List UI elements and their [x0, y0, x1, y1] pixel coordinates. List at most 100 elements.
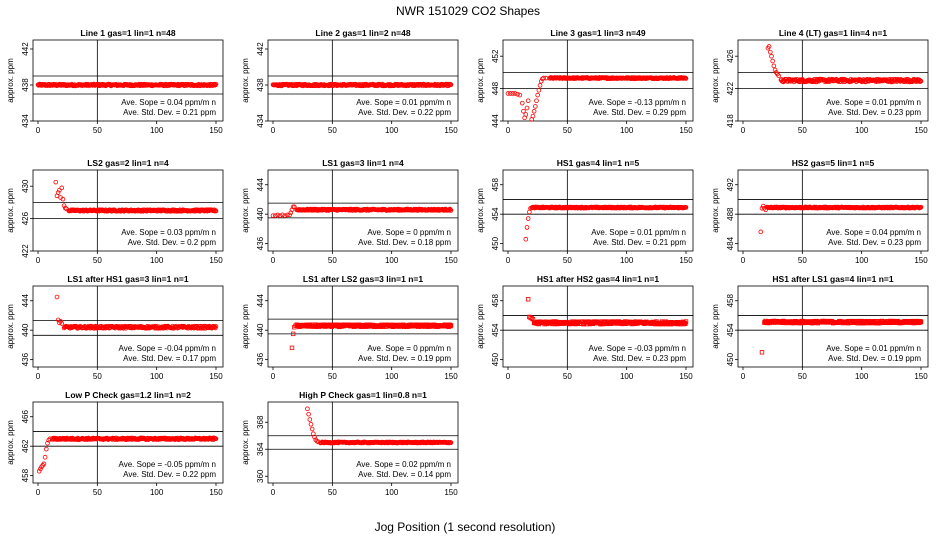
- y-tick-label: 440: [21, 323, 30, 337]
- x-tick-label: 100: [620, 372, 634, 381]
- x-tick-label: 50: [328, 372, 337, 381]
- panel-9: LS1 after HS1 gas=3 lin=1 n=1 0 50 100 150 43…: [6, 274, 224, 381]
- y-axis-label: approx. ppm: [6, 420, 15, 465]
- y-tick-label: 444: [491, 114, 500, 128]
- data-point: [538, 79, 544, 84]
- plot-frame: [267, 401, 459, 484]
- data-point: [772, 67, 778, 73]
- data-point: [536, 87, 542, 93]
- plot-frame: [32, 285, 224, 368]
- data-point: [512, 91, 518, 96]
- data-point: [769, 53, 774, 59]
- panel-14: High P Check gas=1 lin=0.8 n=1 0 50 100 150 3…: [241, 390, 459, 497]
- x-tick-label: 100: [855, 126, 869, 135]
- x-tick-label: 0: [36, 126, 41, 135]
- data-point: [771, 63, 777, 69]
- panel-title: Low P Check gas=1.2 lin=1 n=2: [65, 390, 191, 400]
- data-point: [525, 297, 531, 302]
- slope-annotation: Ave. Sope = 0.04 ppm/m n: [121, 98, 216, 107]
- data-point: [273, 213, 278, 218]
- data-point: [534, 98, 539, 104]
- slope-annotation: Ave. Sope = 0.01 ppm/m n: [826, 344, 921, 353]
- data-point: [289, 345, 295, 351]
- x-tick-label: 50: [563, 256, 572, 265]
- y-tick-label: 442: [256, 42, 265, 56]
- stddev-annotation: Ave. Std. Dev. = 0.19 ppm: [358, 354, 451, 363]
- slope-annotation: Ave. Sope = 0.03 ppm/m n: [121, 228, 216, 237]
- y-tick-label: 444: [21, 294, 30, 308]
- y-axis-label: approx. ppm: [711, 58, 720, 103]
- x-tick-label: 50: [93, 126, 102, 135]
- data-point: [307, 417, 313, 422]
- stddev-annotation: Ave. Std. Dev. = 0.29 ppm: [593, 108, 686, 117]
- x-tick-label: 50: [798, 256, 807, 265]
- panel-7: HS1 gas=4 lin=1 n=5 0 50 100 150 450 454 458 app…: [476, 158, 694, 265]
- data-point: [282, 213, 288, 218]
- data-point: [524, 225, 530, 230]
- panel-title: LS1 gas=3 lin=1 n=4: [322, 158, 404, 168]
- x-tick-label: 100: [385, 372, 399, 381]
- data-point: [284, 212, 290, 218]
- panel-5: LS2 gas=2 lin=1 n=4 0 50 100 150 422 426 430 app…: [6, 158, 224, 265]
- y-axis-label: approx. ppm: [6, 188, 15, 233]
- y-tick-label: 436: [256, 236, 265, 250]
- panel-title: HS1 after HS2 gas=4 lin=1 n=1: [537, 274, 659, 284]
- y-tick-label: 462: [21, 439, 30, 453]
- y-tick-label: 430: [21, 179, 30, 193]
- y-axis-label: approx. ppm: [711, 188, 720, 233]
- y-tick-label: 418: [726, 114, 735, 128]
- y-tick-label: 454: [491, 323, 500, 337]
- y-tick-label: 450: [726, 352, 735, 366]
- data-point: [45, 440, 50, 446]
- x-tick-label: 50: [563, 372, 572, 381]
- data-point: [38, 466, 43, 472]
- stddev-annotation: Ave. Std. Dev. = 0.22 ppm: [123, 470, 216, 479]
- y-tick-label: 458: [491, 294, 500, 308]
- y-axis-label: approx. ppm: [6, 304, 15, 349]
- figure-xlabel: Jog Position (1 second resolution): [375, 520, 556, 534]
- panel-grid: Line 1 gas=1 lin=1 n=48 0 50 100 150 434 438 44…: [6, 28, 929, 497]
- x-tick-label: 0: [271, 126, 276, 135]
- y-tick-label: 466: [21, 410, 30, 424]
- data-point: [918, 204, 924, 210]
- y-tick-label: 426: [21, 211, 30, 225]
- panel-13: Low P Check gas=1.2 lin=1 n=2 0 50 100 150 45…: [6, 390, 224, 497]
- plot-frame: [267, 169, 459, 252]
- y-axis-label: approx. ppm: [711, 304, 720, 349]
- slope-annotation: Ave. Sope = -0.05 ppm/m n: [119, 460, 216, 469]
- x-tick-label: 150: [444, 488, 458, 497]
- y-tick-label: 454: [726, 323, 735, 337]
- x-tick-label: 50: [563, 126, 572, 135]
- x-tick-label: 150: [914, 256, 928, 265]
- data-point: [308, 421, 314, 427]
- data-point: [766, 44, 772, 49]
- stddev-annotation: Ave. Std. Dev. = 0.19 ppm: [828, 354, 921, 363]
- panel-12: HS1 after LS1 gas=4 lin=1 n=1 0 50 100 150 45…: [711, 274, 929, 381]
- plot-frame: [267, 285, 459, 368]
- slope-annotation: Ave. Sope = 0.02 ppm/m n: [356, 460, 451, 469]
- y-axis-label: approx. ppm: [241, 304, 250, 349]
- panel-8: HS2 gas=5 lin=1 n=5 0 50 100 150 484 488 492 app…: [711, 158, 929, 265]
- y-axis-label: approx. ppm: [241, 58, 250, 103]
- data-point: [447, 322, 453, 328]
- data-point: [524, 105, 530, 111]
- data-point: [683, 76, 689, 81]
- data-point: [918, 79, 924, 84]
- x-tick-label: 150: [209, 372, 223, 381]
- stddev-annotation: Ave. Std. Dev. = 0.22 ppm: [358, 108, 451, 117]
- x-tick-label: 0: [36, 488, 41, 497]
- slope-annotation: Ave. Sope = -0.03 ppm/m n: [589, 344, 686, 353]
- data-point: [59, 185, 65, 191]
- y-tick-label: 360: [256, 469, 265, 483]
- y-tick-label: 436: [21, 352, 30, 366]
- panel-11: HS1 after HS2 gas=4 lin=1 n=1 0 50 100 150 45…: [476, 274, 694, 381]
- data-point: [290, 331, 296, 337]
- stddev-annotation: Ave. Std. Dev. = 0.2 ppm: [128, 238, 217, 247]
- stddev-annotation: Ave. Std. Dev. = 0.18 ppm: [358, 238, 451, 247]
- x-tick-label: 0: [741, 126, 746, 135]
- data-point: [527, 209, 532, 215]
- y-tick-label: 440: [256, 323, 265, 337]
- panel-title: High P Check gas=1 lin=0.8 n=1: [299, 390, 427, 400]
- y-tick-label: 454: [491, 207, 500, 221]
